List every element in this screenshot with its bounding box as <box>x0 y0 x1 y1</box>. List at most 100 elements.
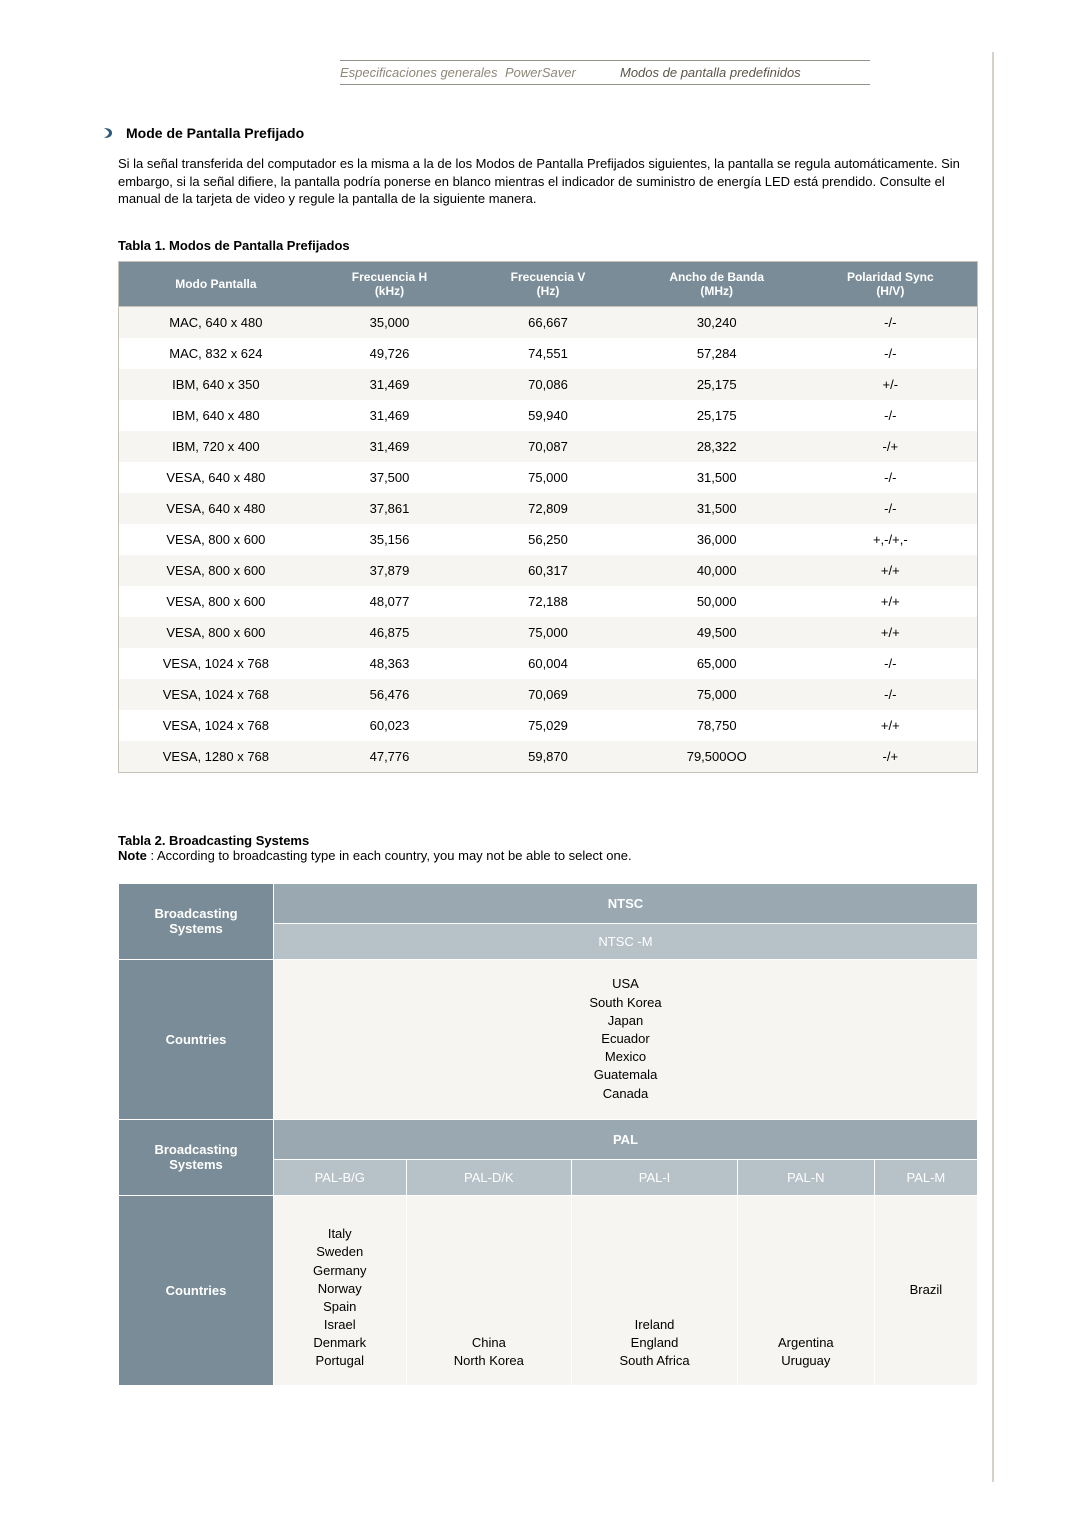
pal-bg-sub: PAL-B/G <box>274 1159 407 1195</box>
cell-ps: +/- <box>804 369 978 400</box>
cell-mode: VESA, 800 x 600 <box>119 524 313 555</box>
table2-caption: Tabla 2. Broadcasting Systems <box>118 833 980 848</box>
cell-bw: 30,240 <box>630 306 804 338</box>
cell-mode: VESA, 640 x 480 <box>119 462 313 493</box>
cell-mode: MAC, 640 x 480 <box>119 306 313 338</box>
section-title: Mode de Pantalla Prefijado <box>126 125 304 141</box>
table-row: MAC, 832 x 62449,72674,55157,284-/- <box>119 338 978 369</box>
cell-fv: 70,069 <box>466 679 630 710</box>
cell-fv: 59,870 <box>466 741 630 773</box>
cell-ps: +/+ <box>804 617 978 648</box>
cell-bw: 36,000 <box>630 524 804 555</box>
right-margin-rule <box>992 52 994 1482</box>
table-row: VESA, 800 x 60037,87960,31740,000+/+ <box>119 555 978 586</box>
cell-fh: 46,875 <box>313 617 466 648</box>
col-header-freq-v-l2: (Hz) <box>537 284 560 298</box>
cell-fh: 35,000 <box>313 306 466 338</box>
cell-fv: 70,087 <box>466 431 630 462</box>
cell-ps: +/+ <box>804 555 978 586</box>
cell-fh: 48,077 <box>313 586 466 617</box>
cell-fv: 75,000 <box>466 617 630 648</box>
ntsc-header: NTSC <box>274 883 978 923</box>
pal-dk-countries: ChinaNorth Korea <box>406 1195 572 1385</box>
table-row: IBM, 640 x 35031,46970,08625,175+/- <box>119 369 978 400</box>
table-row: MAC, 640 x 48035,00066,66730,240-/- <box>119 306 978 338</box>
cell-mode: VESA, 800 x 600 <box>119 617 313 648</box>
cell-ps: +/+ <box>804 586 978 617</box>
cell-ps: +,-/+,- <box>804 524 978 555</box>
table1-caption: Tabla 1. Modos de Pantalla Prefijados <box>118 238 980 253</box>
col-header-bandwidth-l2: (MHz) <box>700 284 733 298</box>
ntsc-sub: NTSC -M <box>274 923 978 959</box>
cell-bw: 78,750 <box>630 710 804 741</box>
cell-ps: -/- <box>804 306 978 338</box>
cell-bw: 31,500 <box>630 462 804 493</box>
pal-header: PAL <box>274 1119 978 1159</box>
col-header-freq-h-l1: Frecuencia H <box>352 270 427 284</box>
tab-bar: Especificaciones generales PowerSaver Mo… <box>340 60 870 85</box>
cell-mode: VESA, 800 x 600 <box>119 586 313 617</box>
col-header-polarity: Polaridad Sync (H/V) <box>804 261 978 306</box>
cell-mode: IBM, 720 x 400 <box>119 431 313 462</box>
cell-ps: +/+ <box>804 710 978 741</box>
col-header-freq-h: Frecuencia H (kHz) <box>313 261 466 306</box>
bs-label-pal-l1: Broadcasting <box>154 1142 237 1157</box>
pal-m-sub: PAL-M <box>874 1159 977 1195</box>
table-row: VESA, 800 x 60048,07772,18850,000+/+ <box>119 586 978 617</box>
cell-fv: 72,188 <box>466 586 630 617</box>
cell-mode: IBM, 640 x 480 <box>119 400 313 431</box>
cell-fh: 48,363 <box>313 648 466 679</box>
bs-label-pal: Broadcasting Systems <box>119 1119 274 1195</box>
cell-bw: 40,000 <box>630 555 804 586</box>
ntsc-countries: USASouth KoreaJapanEcuadorMexicoGuatemal… <box>274 959 978 1119</box>
cell-bw: 57,284 <box>630 338 804 369</box>
pal-m-countries: Brazil <box>874 1195 977 1385</box>
bs-label-l1: Broadcasting <box>154 906 237 921</box>
cell-fv: 75,000 <box>466 462 630 493</box>
table-row: VESA, 640 x 48037,86172,80931,500-/- <box>119 493 978 524</box>
pal-i-countries: IrelandEnglandSouth Africa <box>572 1195 738 1385</box>
tab-powersaver[interactable]: PowerSaver <box>505 61 620 84</box>
col-header-bandwidth-l1: Ancho de Banda <box>669 270 764 284</box>
cell-fv: 56,250 <box>466 524 630 555</box>
cell-mode: VESA, 1280 x 768 <box>119 741 313 773</box>
section-bullet-icon <box>100 125 116 141</box>
table-row: VESA, 800 x 60046,87575,00049,500+/+ <box>119 617 978 648</box>
countries-label-ntsc: Countries <box>119 959 274 1119</box>
broadcasting-table: Broadcasting Systems NTSC NTSC -M Countr… <box>118 883 978 1386</box>
cell-mode: VESA, 640 x 480 <box>119 493 313 524</box>
tab-especificaciones[interactable]: Especificaciones generales <box>340 61 505 84</box>
table1-header-row: Modo Pantalla Frecuencia H (kHz) Frecuen… <box>119 261 978 306</box>
cell-bw: 65,000 <box>630 648 804 679</box>
col-header-freq-v: Frecuencia V (Hz) <box>466 261 630 306</box>
cell-bw: 50,000 <box>630 586 804 617</box>
cell-ps: -/- <box>804 338 978 369</box>
table-row: VESA, 640 x 48037,50075,00031,500-/- <box>119 462 978 493</box>
cell-bw: 49,500 <box>630 617 804 648</box>
cell-fv: 75,029 <box>466 710 630 741</box>
col-header-mode: Modo Pantalla <box>119 261 313 306</box>
cell-fv: 66,667 <box>466 306 630 338</box>
cell-bw: 25,175 <box>630 369 804 400</box>
table-row: VESA, 800 x 60035,15656,25036,000+,-/+,- <box>119 524 978 555</box>
cell-fv: 60,317 <box>466 555 630 586</box>
cell-fv: 60,004 <box>466 648 630 679</box>
cell-fh: 49,726 <box>313 338 466 369</box>
col-header-freq-h-l2: (kHz) <box>375 284 404 298</box>
cell-ps: -/- <box>804 679 978 710</box>
cell-fv: 59,940 <box>466 400 630 431</box>
cell-fv: 72,809 <box>466 493 630 524</box>
pal-i-sub: PAL-I <box>572 1159 738 1195</box>
cell-mode: VESA, 1024 x 768 <box>119 710 313 741</box>
cell-ps: -/+ <box>804 741 978 773</box>
cell-mode: VESA, 1024 x 768 <box>119 679 313 710</box>
tab-modos[interactable]: Modos de pantalla predefinidos <box>620 61 870 84</box>
cell-ps: -/- <box>804 400 978 431</box>
col-header-freq-v-l1: Frecuencia V <box>511 270 586 284</box>
preset-modes-table: Modo Pantalla Frecuencia H (kHz) Frecuen… <box>118 261 978 773</box>
col-header-bandwidth: Ancho de Banda (MHz) <box>630 261 804 306</box>
table2-note-text: : According to broadcasting type in each… <box>147 848 632 863</box>
bs-label-l2: Systems <box>169 921 222 936</box>
cell-ps: -/- <box>804 493 978 524</box>
table-row: VESA, 1024 x 76860,02375,02978,750+/+ <box>119 710 978 741</box>
